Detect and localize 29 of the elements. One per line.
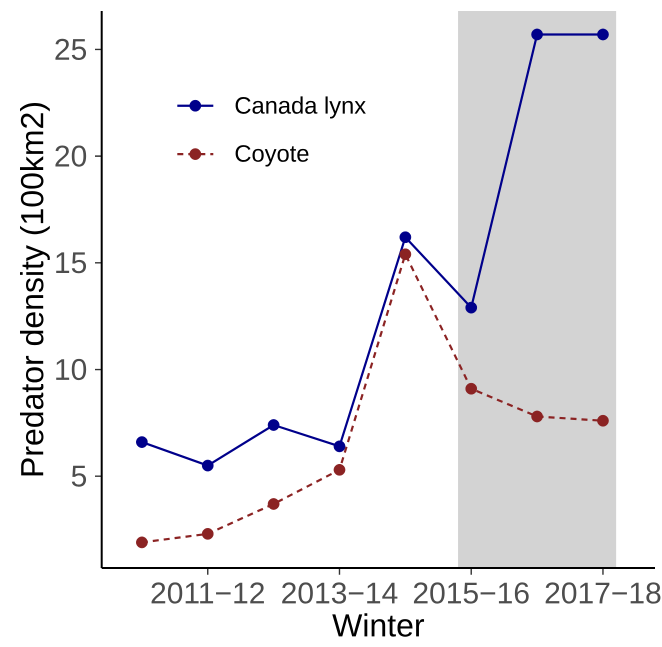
x-tick-label: 2011−12: [152, 582, 264, 604]
point: [597, 414, 609, 427]
point: [465, 382, 478, 395]
y-tick-label: 25: [55, 38, 86, 60]
point: [268, 419, 280, 431]
point: [400, 231, 412, 244]
y-tick-label: 20: [55, 145, 86, 167]
point: [597, 28, 609, 40]
point: [136, 436, 148, 448]
legend-label: Coyote: [236, 145, 308, 167]
y-tick-label: 10: [56, 358, 86, 380]
x-tick-label: 2017−18: [546, 582, 660, 604]
x-tick-label: 2013−14: [282, 582, 398, 604]
y-tick-label: 5: [72, 466, 86, 487]
x-axis-title: Winter: [332, 613, 424, 637]
point: [465, 302, 478, 314]
point: [334, 464, 346, 476]
point: [531, 410, 543, 422]
y-axis-title: Predator density (100km2): [20, 103, 50, 476]
point: [202, 460, 214, 472]
y-tick-label: 15: [56, 252, 86, 274]
point: [531, 28, 543, 40]
x-tick-label: 2015−16: [414, 582, 529, 604]
legend-label: Canada lynx: [236, 96, 366, 119]
point: [268, 498, 280, 510]
point: [400, 248, 412, 260]
point: [202, 528, 214, 540]
point: [334, 440, 346, 452]
point: [136, 536, 148, 548]
